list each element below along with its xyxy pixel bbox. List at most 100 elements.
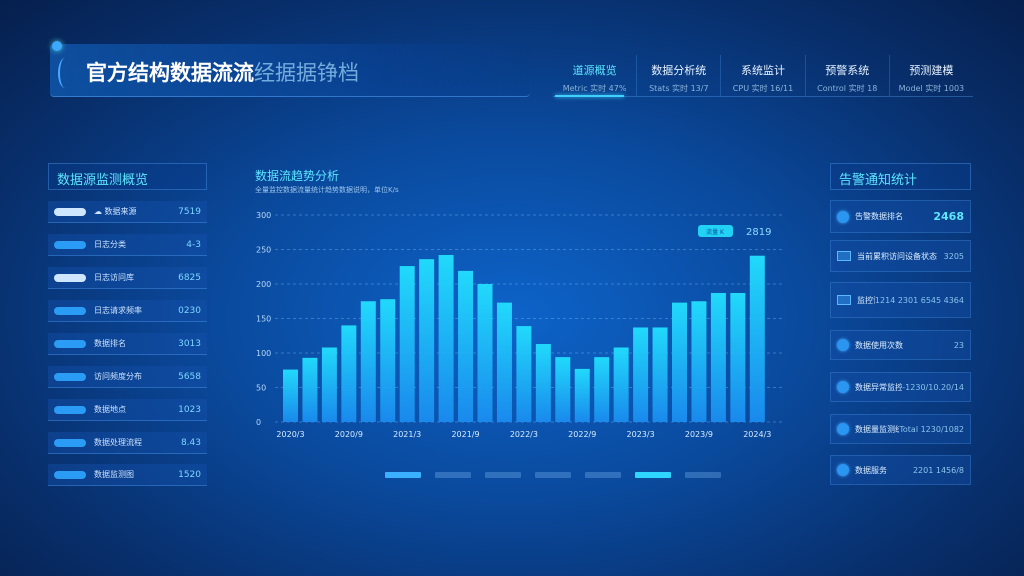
card-value: 3205: [943, 251, 964, 261]
right-card[interactable]: 数据量监测统计Total 1230/1082: [830, 414, 971, 444]
pager-dot[interactable]: [585, 472, 621, 478]
chart-subtitle: 全量监控数据流量统计趋势数据说明，单位K/s: [255, 186, 399, 194]
left-list-item[interactable]: 数据排名 3013: [48, 333, 207, 355]
pager-dot[interactable]: [685, 472, 721, 478]
left-list-item[interactable]: 日志分类 4-3: [48, 234, 207, 256]
status-pill-icon: [54, 470, 86, 479]
item-value: 1023: [178, 404, 201, 415]
chart-title: 数据流趋势分析: [255, 169, 340, 183]
bar: [594, 357, 610, 422]
card-value: Total 1230/1082: [899, 424, 964, 434]
x-tick-label: 2022/3: [510, 430, 538, 439]
left-list-item[interactable]: 日志访问库 6825: [48, 267, 207, 289]
tab-label: 预测建模: [909, 64, 954, 77]
item-label: 数据监测图: [94, 470, 134, 479]
item-label: 日志分类: [94, 240, 126, 249]
tab-2[interactable]: 系统监计 CPU 实时 16/11: [721, 55, 806, 96]
bar: [477, 284, 493, 422]
item-label: 日志请求频率: [94, 306, 142, 315]
y-tick-label: 300: [256, 211, 271, 220]
status-pill-icon: [54, 372, 86, 381]
item-label: 数据地点: [94, 405, 126, 414]
item-value: 1520: [178, 469, 201, 480]
tab-sub: CPU 实时 16/11: [732, 84, 794, 93]
right-panel-title: 告警通知统计: [830, 163, 971, 190]
bar: [633, 327, 649, 422]
left-list-item[interactable]: 数据处理流程 8.43: [48, 432, 207, 454]
title-sub: 经据据铮档: [254, 61, 359, 85]
left-list-item[interactable]: ☁ 数据来源 7519: [48, 201, 207, 223]
bar: [399, 266, 415, 422]
tab-sub: Control 实时 18: [817, 84, 878, 93]
item-value: 4-3: [186, 239, 201, 250]
bar: [419, 259, 435, 422]
tab-0[interactable]: 道源概览 Metric 实时 47%: [553, 55, 638, 97]
left-list-item[interactable]: 数据监测图 1520: [48, 464, 207, 486]
card-label: 监控访问排行设备状态: [857, 295, 875, 305]
bar: [710, 292, 726, 422]
card-value: -1230/10.20/14: [902, 382, 964, 392]
bar: [691, 301, 707, 422]
item-label: 日志访问库: [94, 273, 134, 282]
right-card[interactable]: 数据异常监控 -1230/10.20/14: [830, 372, 971, 402]
bar: [321, 347, 337, 422]
x-tick-label: 2022/9: [568, 430, 596, 439]
monitor-icon: [837, 295, 851, 305]
pager-dot[interactable]: [535, 472, 571, 478]
left-list-item[interactable]: 访问频度分布 5658: [48, 366, 207, 388]
pager-dot[interactable]: [385, 472, 421, 478]
item-value: 7519: [178, 206, 201, 217]
x-tick-label: 2021/9: [451, 430, 479, 439]
pager-dot[interactable]: [485, 472, 521, 478]
y-tick-label: 100: [256, 349, 271, 358]
card-value: 2468: [933, 210, 964, 223]
tab-label: 数据分析统: [651, 64, 707, 77]
legend-swatch: [698, 225, 733, 237]
right-card[interactable]: 当前累积访问设备状态 3205: [830, 240, 971, 272]
x-tick-label: 2020/3: [276, 430, 304, 439]
right-card[interactable]: 数据使用次数 23: [830, 330, 971, 360]
x-tick-label: 2023/3: [627, 430, 655, 439]
card-label: 数据量监测统计: [855, 424, 900, 434]
card-value: 2201 1456/8: [912, 465, 964, 475]
x-tick-label: 2021/3: [393, 430, 421, 439]
bar: [516, 326, 532, 422]
tab-1[interactable]: 数据分析统 Stats 实时 13/7: [637, 55, 722, 96]
left-list-item[interactable]: 日志请求频率 0230: [48, 300, 207, 322]
bar: [613, 347, 629, 422]
right-card[interactable]: 告警数据排名 2468: [830, 200, 971, 233]
circle-icon: [837, 339, 849, 351]
bar: [458, 270, 474, 422]
y-tick-label: 150: [256, 315, 271, 324]
bar: [438, 255, 454, 422]
x-tick-label: 2020/9: [335, 430, 363, 439]
circle-icon: [837, 464, 849, 476]
legend-label: 流量 K: [706, 228, 725, 236]
bar: [496, 302, 512, 422]
pager-dot[interactable]: [435, 472, 471, 478]
title-bar: [50, 44, 530, 97]
card-label: 告警数据排名: [855, 212, 903, 221]
circle-icon: [837, 210, 849, 223]
tab-sub: Model 实时 1003: [898, 84, 965, 93]
bar: [555, 357, 571, 422]
right-card[interactable]: 监控访问排行设备状态1214 2301 6545 4364: [830, 282, 971, 318]
bar: [341, 325, 357, 422]
tab-4[interactable]: 预测建模 Model 实时 1003: [890, 55, 973, 96]
y-tick-label: 200: [256, 280, 271, 289]
x-tick-label: 2023/9: [685, 430, 713, 439]
bar: [652, 327, 668, 422]
right-card[interactable]: 数据服务 2201 1456/8: [830, 455, 971, 485]
status-pill-icon: [54, 339, 86, 348]
status-pill-icon: [54, 207, 86, 216]
page-title: 官方结构数据流流经据据铮档: [86, 57, 359, 87]
left-list-item[interactable]: 数据地点 1023: [48, 399, 207, 421]
bar: [360, 301, 376, 422]
title-dot-icon: [52, 41, 62, 51]
pager-dot[interactable]: [635, 472, 671, 478]
bar: [730, 292, 746, 422]
item-value: 3013: [178, 338, 201, 349]
tab-sub: Stats 实时 13/7: [649, 84, 709, 93]
tab-3[interactable]: 预警系统 Control 实时 18: [806, 55, 890, 96]
